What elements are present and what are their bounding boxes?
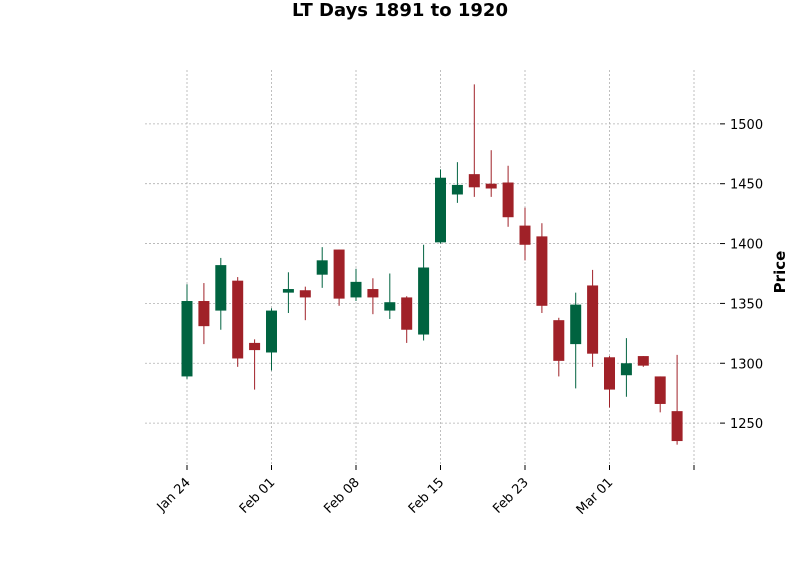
candle-body xyxy=(502,182,514,218)
chart-title: LT Days 1891 to 1920 xyxy=(292,0,508,21)
y-tick-label: 1500 xyxy=(730,118,763,133)
candle-body xyxy=(401,297,413,330)
candle-body xyxy=(384,302,396,311)
candle-body xyxy=(485,183,497,189)
candle xyxy=(468,84,480,197)
candle-body xyxy=(604,357,615,390)
x-tick-label: Feb 15 xyxy=(406,475,448,517)
candle-body xyxy=(671,411,683,442)
candle xyxy=(299,286,311,321)
candle xyxy=(181,284,193,379)
candle-body xyxy=(316,260,328,275)
candle-body xyxy=(350,281,362,298)
x-tick-label: Jan 24 xyxy=(154,475,194,515)
candle-body xyxy=(215,265,227,311)
candle-body xyxy=(654,376,666,404)
candle xyxy=(282,272,294,313)
candle xyxy=(384,273,396,319)
candle-body xyxy=(620,363,632,376)
candle-body xyxy=(519,225,531,245)
candle xyxy=(485,150,497,197)
candle xyxy=(570,292,582,389)
candle-body xyxy=(198,301,210,327)
candle-body xyxy=(536,236,548,306)
candle xyxy=(333,249,345,306)
candle xyxy=(232,277,244,367)
candle-body xyxy=(333,249,345,299)
x-tick-label: Feb 08 xyxy=(321,475,363,517)
candle xyxy=(367,278,379,315)
candle-body xyxy=(637,356,649,366)
candle xyxy=(587,269,599,367)
candle xyxy=(553,317,565,377)
candle xyxy=(249,339,261,390)
x-tick-label: Feb 23 xyxy=(490,475,532,517)
y-tick-label: 1250 xyxy=(730,417,763,432)
candle xyxy=(536,223,548,313)
candle xyxy=(671,354,683,445)
candle xyxy=(451,162,463,203)
candles xyxy=(181,84,683,445)
grid-lines xyxy=(145,70,720,465)
candle xyxy=(266,308,277,371)
candle xyxy=(620,338,632,397)
candle-body xyxy=(587,285,599,354)
candle xyxy=(502,165,514,227)
candle-body xyxy=(249,342,261,351)
candle-body xyxy=(468,174,480,188)
y-axis-label: Price xyxy=(771,251,789,294)
x-tick-label: Mar 01 xyxy=(574,475,617,518)
y-tick-label: 1400 xyxy=(730,238,763,253)
candle xyxy=(215,257,227,330)
candle xyxy=(198,283,210,345)
candle-body xyxy=(299,290,311,298)
candle-body xyxy=(435,177,446,243)
candle xyxy=(316,247,328,288)
candle-body xyxy=(266,310,277,353)
y-tick-label: 1350 xyxy=(730,297,763,312)
candle-body xyxy=(282,289,294,293)
candle xyxy=(350,268,362,302)
candle xyxy=(418,244,430,341)
candle-body xyxy=(367,289,379,298)
candle xyxy=(435,169,446,244)
candle-body xyxy=(232,280,244,359)
x-tick-label: Feb 01 xyxy=(237,475,279,517)
candle xyxy=(637,356,649,367)
candle xyxy=(519,207,531,261)
axes: 1250 1300 1350 1400 1450 1500 Jan 24 Feb 01 Feb … xyxy=(154,118,763,518)
y-tick-label: 1300 xyxy=(730,357,763,372)
candle xyxy=(401,296,413,343)
candle-body xyxy=(570,304,582,345)
y-tick-label: 1450 xyxy=(730,178,763,193)
candle xyxy=(604,356,615,408)
candle-body xyxy=(181,301,193,377)
candle xyxy=(654,376,666,413)
candle-body xyxy=(418,267,430,335)
candle-body xyxy=(451,184,463,195)
candle-body xyxy=(553,320,565,361)
